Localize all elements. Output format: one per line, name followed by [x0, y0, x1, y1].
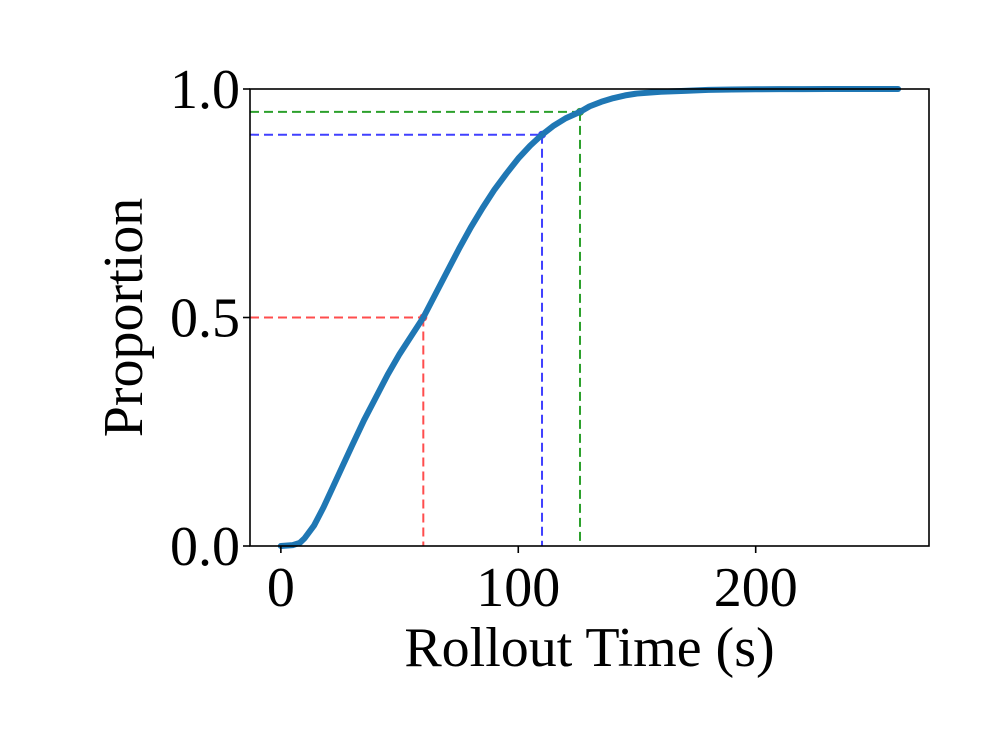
y-axis: 0.0 0.5 1.0: [170, 59, 250, 578]
series-line-0: [277, 86, 902, 549]
y-axis-title: Proportion: [93, 198, 155, 438]
y-tick-label: 0.5: [170, 288, 240, 350]
x-tick-label: 0: [267, 557, 295, 619]
x-tick-label: 100: [476, 557, 560, 619]
y-tick-label: 0.0: [170, 516, 240, 578]
series-group: [277, 86, 902, 549]
x-axis-title: Rollout Time (s): [404, 617, 774, 679]
y-tick-label: 1.0: [170, 59, 240, 121]
x-axis: 0 100 200: [267, 546, 798, 619]
x-tick-label: 200: [714, 557, 798, 619]
